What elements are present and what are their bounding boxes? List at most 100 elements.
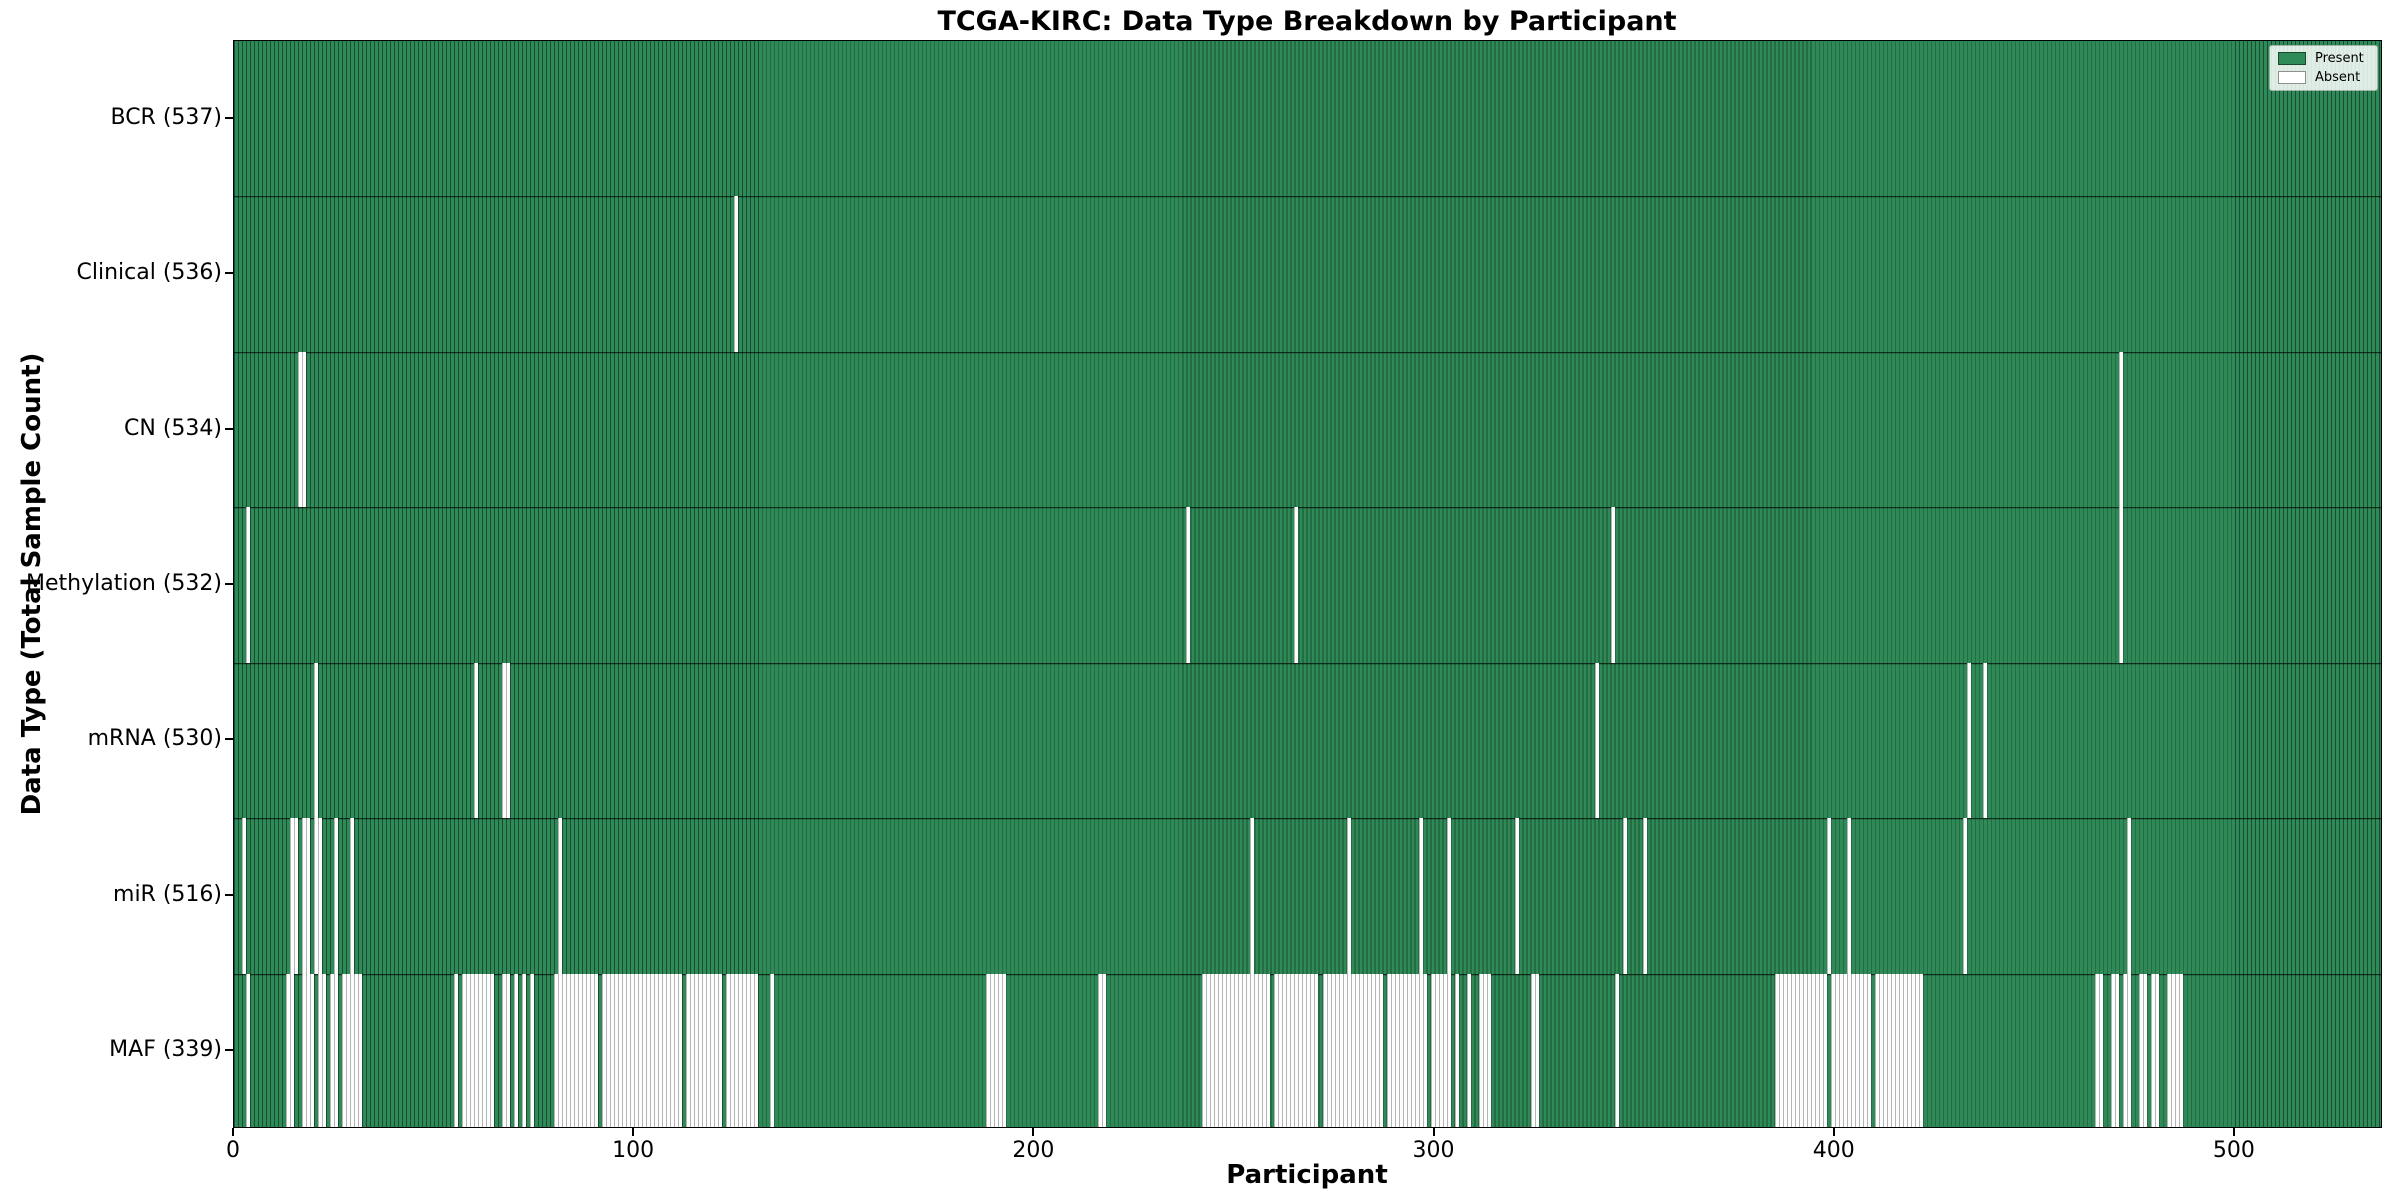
- absent-gap: [1250, 818, 1255, 974]
- x-tick-mark: [632, 1128, 635, 1136]
- absent-gap: [1202, 973, 1271, 1127]
- absent-gap: [2138, 973, 2147, 1127]
- absent-gap: [314, 818, 323, 974]
- absent-gap: [1962, 818, 1967, 974]
- absent-gap: [334, 818, 339, 974]
- x-tick-label-500: 500: [2212, 1138, 2255, 1163]
- absent-gap: [530, 973, 535, 1127]
- absent-gap: [246, 507, 250, 663]
- absent-gap: [1826, 818, 1831, 974]
- absent-gap: [1874, 973, 1923, 1127]
- absent-gap: [1642, 818, 1647, 974]
- row-band-BCR: [234, 41, 2381, 197]
- legend-swatch-absent: [2278, 71, 2306, 84]
- absent-gap: [1514, 818, 1519, 974]
- y-tick-mark: [225, 1049, 233, 1052]
- chart-title: TCGA-KIRC: Data Type Breakdown by Partic…: [937, 6, 1677, 37]
- x-tick-mark: [1432, 1128, 1435, 1136]
- absent-gap: [522, 973, 527, 1127]
- absent-gap: [734, 196, 739, 352]
- legend-label-absent: Absent: [2315, 70, 2361, 85]
- y-tick-mark: [225, 893, 233, 896]
- absent-gap: [2126, 818, 2131, 974]
- x-tick-mark: [1032, 1128, 1035, 1136]
- absent-gap: [1418, 818, 1423, 974]
- absent-gap: [1186, 507, 1191, 663]
- absent-gap: [1430, 973, 1451, 1127]
- row-band-mRNA: [234, 662, 2381, 819]
- absent-gap: [1530, 973, 1539, 1127]
- absent-gap: [1274, 973, 1319, 1127]
- absent-gap: [502, 973, 511, 1127]
- absent-gap: [298, 351, 307, 508]
- x-tick-label-0: 0: [226, 1138, 240, 1163]
- y-tick-label-BCR: BCR (537): [110, 104, 222, 130]
- x-tick-mark: [232, 1128, 234, 1136]
- y-tick-mark: [225, 738, 233, 741]
- absent-gap: [1098, 973, 1107, 1127]
- row-band-Clinical: [234, 196, 2381, 352]
- absent-gap: [1478, 973, 1491, 1127]
- x-tick-label-200: 200: [1012, 1138, 1055, 1163]
- x-tick-label-100: 100: [612, 1138, 655, 1163]
- legend-item-absent: Absent: [2278, 70, 2369, 85]
- absent-gap: [1466, 973, 1471, 1127]
- absent-gap: [2150, 973, 2159, 1127]
- y-tick-mark: [225, 116, 233, 119]
- absent-gap: [1594, 662, 1599, 819]
- absent-gap: [602, 973, 683, 1127]
- absent-gap: [2094, 973, 2103, 1127]
- absent-gap: [1622, 818, 1627, 974]
- absent-gap: [462, 973, 495, 1127]
- absent-gap: [1294, 507, 1299, 663]
- x-axis-label: Participant: [1226, 1160, 1388, 1190]
- absent-gap: [474, 662, 479, 819]
- y-tick-label-Methylation: Methylation (532): [26, 571, 222, 596]
- absent-gap: [2118, 351, 2123, 508]
- y-tick-label-MAF: MAF (339): [109, 1037, 222, 1063]
- absent-gap: [302, 818, 311, 974]
- legend-label-present: Present: [2315, 51, 2364, 66]
- absent-gap: [246, 973, 250, 1127]
- absent-gap: [290, 818, 299, 974]
- y-tick-label-miR: miR (516): [113, 881, 222, 907]
- y-tick-label-CN: CN (534): [124, 415, 222, 441]
- absent-gap: [330, 973, 339, 1127]
- absent-gap: [2118, 507, 2123, 663]
- absent-gap: [1446, 818, 1451, 974]
- absent-gap: [302, 973, 315, 1127]
- absent-gap: [454, 973, 459, 1127]
- absent-gap: [986, 973, 1007, 1127]
- absent-gap: [2122, 973, 2131, 1127]
- absent-gap: [318, 973, 327, 1127]
- absent-gap: [502, 662, 511, 819]
- y-tick-mark: [225, 583, 233, 585]
- plot-area: [233, 40, 2382, 1128]
- legend: Present Absent: [2269, 45, 2378, 91]
- absent-gap: [1846, 818, 1851, 974]
- y-tick-mark: [225, 272, 233, 275]
- absent-gap: [242, 818, 246, 974]
- absent-gap: [1774, 973, 1827, 1127]
- legend-swatch-present: [2278, 52, 2306, 65]
- absent-gap: [770, 973, 775, 1127]
- absent-gap: [1982, 662, 1987, 819]
- absent-gap: [1322, 973, 1383, 1127]
- absent-gap: [558, 818, 563, 974]
- absent-gap: [686, 973, 723, 1127]
- absent-gap: [554, 973, 599, 1127]
- row-band-Methylation: [234, 507, 2381, 663]
- x-tick-mark: [1832, 1128, 1835, 1136]
- absent-gap: [2166, 973, 2183, 1127]
- row-band-miR: [234, 818, 2381, 974]
- absent-gap: [350, 818, 355, 974]
- x-tick-label-300: 300: [1412, 1138, 1455, 1163]
- y-tick-mark: [225, 427, 233, 430]
- row-band-CN: [234, 351, 2381, 508]
- absent-gap: [1346, 818, 1351, 974]
- x-tick-label-400: 400: [1812, 1138, 1855, 1163]
- absent-gap: [286, 973, 295, 1127]
- absent-gap: [314, 662, 319, 819]
- absent-gap: [726, 973, 759, 1127]
